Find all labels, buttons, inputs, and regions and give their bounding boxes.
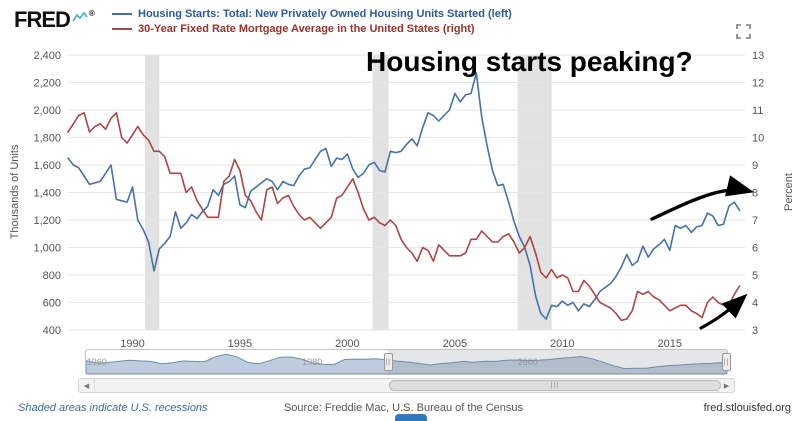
legend-item-mortgage-rate[interactable]: 30-Year Fixed Rate Mortgage Average in t…	[112, 21, 512, 36]
fullscreen-icon[interactable]	[736, 24, 751, 39]
svg-text:2000: 2000	[335, 338, 359, 350]
svg-text:1,200: 1,200	[33, 215, 61, 227]
svg-text:1,000: 1,000	[33, 243, 61, 255]
svg-text:2010: 2010	[550, 338, 574, 350]
overview-area-chart: 1960 1980 2000	[86, 350, 727, 374]
svg-text:800: 800	[43, 270, 61, 282]
svg-text:3: 3	[752, 325, 758, 337]
scroll-right-button[interactable]: ▶	[718, 379, 734, 392]
legend: Housing Starts: Total: New Privately Own…	[112, 6, 512, 36]
svg-text:2,200: 2,200	[33, 78, 61, 90]
svg-text:2,400: 2,400	[33, 50, 61, 62]
svg-text:600: 600	[43, 298, 61, 310]
svg-text:1,400: 1,400	[33, 188, 61, 200]
svg-text:400: 400	[43, 325, 61, 337]
source-text: Source: Freddie Mac, U.S. Bureau of the …	[283, 402, 524, 414]
svg-text:5: 5	[752, 270, 758, 282]
svg-text:10: 10	[752, 133, 764, 145]
svg-text:2000: 2000	[518, 357, 538, 367]
site-url: fred.stlouisfed.org	[703, 402, 791, 414]
legend-item-housing-starts[interactable]: Housing Starts: Total: New Privately Own…	[112, 6, 512, 21]
legend-label-mortgage-rate: 30-Year Fixed Rate Mortgage Average in t…	[138, 22, 475, 35]
legend-label-housing-starts: Housing Starts: Total: New Privately Own…	[138, 7, 512, 20]
svg-text:2,000: 2,000	[33, 105, 61, 117]
slider-handle-left[interactable]: ||	[383, 353, 393, 371]
footer: Shaded areas indicate U.S. recessions So…	[0, 400, 807, 418]
svg-text:1960: 1960	[87, 357, 107, 367]
bottom-tab[interactable]	[395, 414, 427, 421]
annotation-title: Housing starts peaking?	[366, 46, 693, 77]
scroll-left-button[interactable]: ◀	[79, 379, 95, 392]
recessions-note-link[interactable]: Shaded areas indicate U.S. recessions	[18, 402, 208, 414]
svg-text:13: 13	[752, 50, 764, 62]
left-axis-title: Thousands of Units	[9, 144, 21, 240]
svg-text:7: 7	[752, 215, 758, 227]
legend-swatch-blue	[112, 12, 132, 15]
fred-logo: FRED ®	[14, 7, 95, 33]
svg-text:8: 8	[752, 188, 758, 200]
range-scrollbar[interactable]: ◀ ||| ▶	[78, 378, 735, 393]
svg-text:1,600: 1,600	[33, 160, 61, 172]
svg-text:9: 9	[752, 160, 758, 172]
scroll-thumb[interactable]: |||	[389, 380, 721, 391]
date-range-slider[interactable]: 1960 1980 2000 || ||	[85, 349, 731, 375]
right-axis-title: Percent	[783, 173, 795, 211]
logo-sparkline-icon	[72, 11, 88, 22]
svg-text:1,800: 1,800	[33, 133, 61, 145]
svg-text:4: 4	[752, 298, 758, 310]
svg-text:2005: 2005	[443, 338, 467, 350]
svg-text:2015: 2015	[658, 338, 682, 350]
svg-text:1995: 1995	[228, 338, 252, 350]
fred-logo-text: FRED	[14, 7, 71, 32]
svg-text:1980: 1980	[302, 357, 322, 367]
registered-mark: ®	[88, 9, 95, 18]
svg-text:11: 11	[752, 105, 763, 117]
legend-swatch-red	[112, 27, 132, 30]
slider-handle-right[interactable]: ||	[722, 353, 731, 371]
svg-text:12: 12	[752, 78, 764, 90]
svg-text:6: 6	[752, 243, 758, 255]
scroll-track[interactable]: |||	[94, 379, 721, 392]
svg-text:1990: 1990	[120, 338, 144, 350]
